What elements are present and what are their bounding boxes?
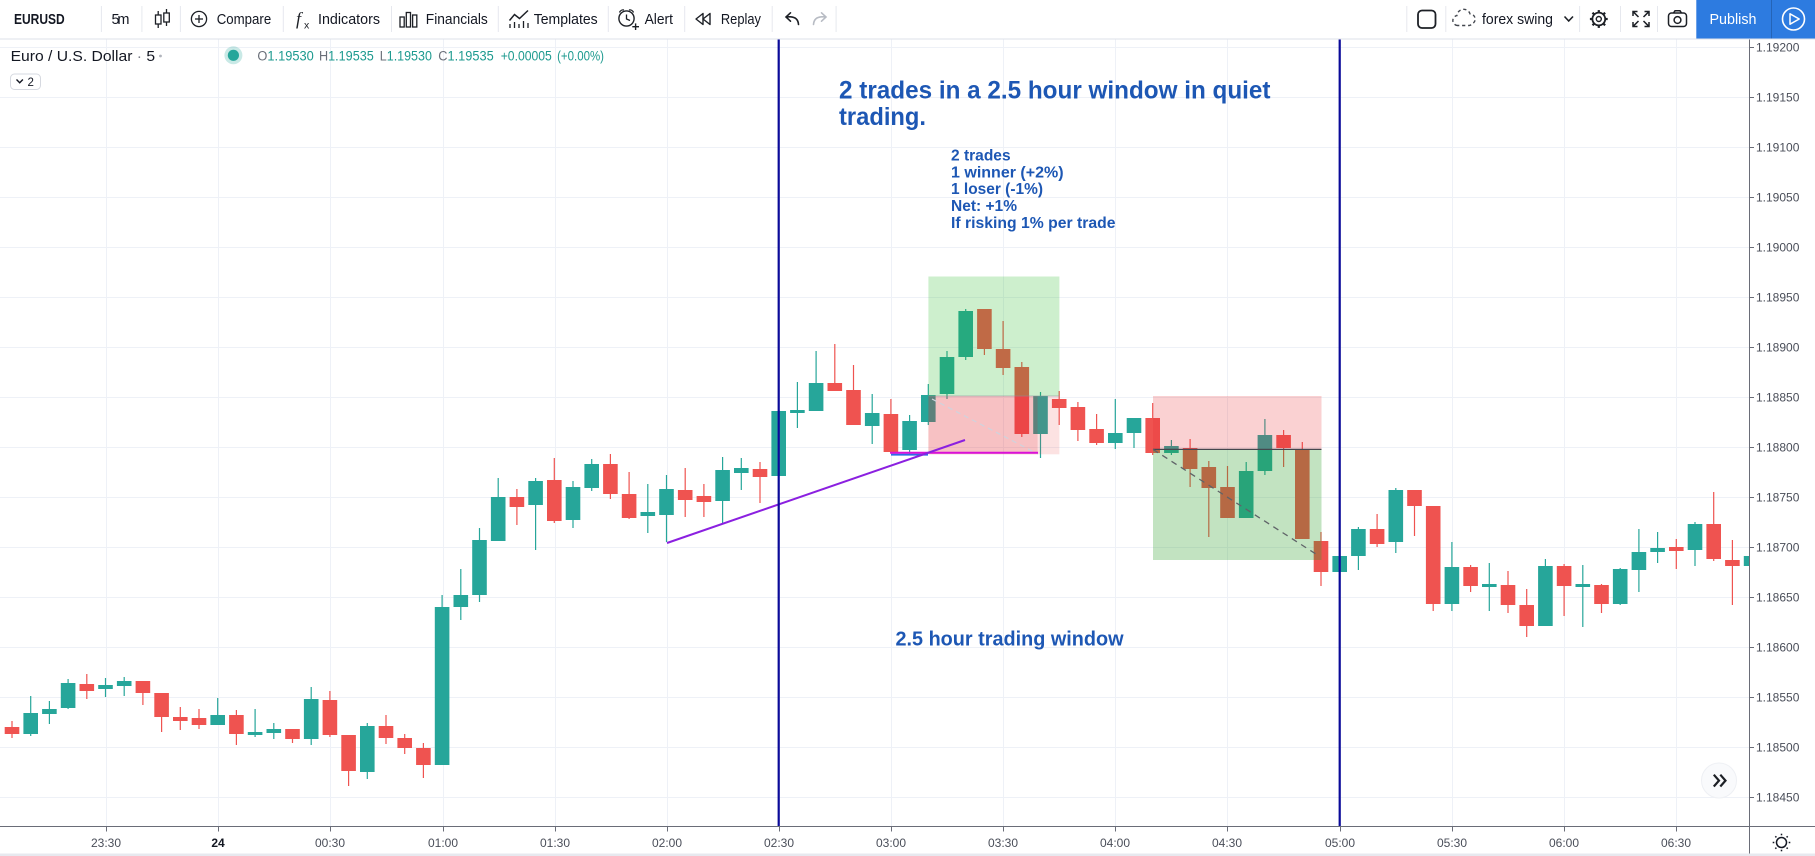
- svg-text:04:00: 04:00: [1100, 836, 1130, 850]
- svg-text:01:00: 01:00: [428, 836, 458, 850]
- svg-text:Net: +1%: Net: +1%: [951, 198, 1017, 215]
- svg-text:05:30: 05:30: [1437, 836, 1467, 850]
- svg-text:1.18800: 1.18800: [1756, 441, 1800, 455]
- svg-text:O1.19530: O1.19530: [257, 48, 313, 63]
- svg-text:EURUSD: EURUSD: [14, 12, 65, 28]
- svg-text:2: 2: [28, 77, 34, 89]
- svg-text:1.18650: 1.18650: [1756, 591, 1800, 605]
- svg-text:06:00: 06:00: [1549, 836, 1579, 850]
- svg-text:1.18500: 1.18500: [1756, 741, 1800, 755]
- svg-text:1.18750: 1.18750: [1756, 491, 1800, 505]
- svg-text:If risking 1% per trade: If risking 1% per trade: [951, 215, 1116, 232]
- svg-text:23:30: 23:30: [91, 836, 121, 850]
- svg-text:Financials: Financials: [426, 12, 488, 28]
- svg-text:02:00: 02:00: [652, 836, 682, 850]
- svg-text:1.19100: 1.19100: [1756, 141, 1800, 155]
- svg-text:L1.19530: L1.19530: [380, 48, 432, 63]
- svg-text:f: f: [296, 9, 304, 29]
- svg-text:2 trades in a 2.5 hour window: 2 trades in a 2.5 hour window in quiet: [839, 76, 1271, 104]
- svg-text:24: 24: [211, 836, 225, 850]
- svg-text:03:00: 03:00: [876, 836, 906, 850]
- svg-text:2.5 hour trading window: 2.5 hour trading window: [896, 627, 1124, 650]
- svg-text:1.18600: 1.18600: [1756, 641, 1800, 655]
- svg-text:Replay: Replay: [721, 12, 762, 28]
- svg-text:Euro / U.S. Dollar · 5: Euro / U.S. Dollar · 5: [11, 49, 156, 65]
- svg-text:Templates: Templates: [534, 12, 598, 28]
- svg-text:x: x: [304, 20, 310, 32]
- svg-text:06:30: 06:30: [1661, 836, 1691, 850]
- svg-text:03:30: 03:30: [988, 836, 1018, 850]
- svg-text:1.18850: 1.18850: [1756, 391, 1800, 405]
- svg-text:04:30: 04:30: [1212, 836, 1242, 850]
- svg-text:05:00: 05:00: [1325, 836, 1355, 850]
- svg-text:Compare: Compare: [217, 12, 272, 28]
- svg-text:(+0.00%): (+0.00%): [557, 48, 604, 63]
- svg-text:Publish: Publish: [1710, 12, 1757, 28]
- svg-text:2 trades: 2 trades: [951, 148, 1011, 165]
- svg-text:1.19150: 1.19150: [1756, 91, 1800, 105]
- svg-text:H1.19535: H1.19535: [319, 48, 374, 63]
- svg-text:1.19200: 1.19200: [1756, 41, 1800, 55]
- svg-text:1 winner (+2%): 1 winner (+2%): [951, 164, 1064, 181]
- svg-text:Alert: Alert: [645, 12, 673, 28]
- svg-text:+0.00005: +0.00005: [501, 48, 552, 63]
- svg-text:02:30: 02:30: [764, 836, 794, 850]
- svg-text:1.18550: 1.18550: [1756, 691, 1800, 705]
- svg-text:C1.19535: C1.19535: [438, 48, 493, 63]
- svg-text:1.19000: 1.19000: [1756, 241, 1800, 255]
- svg-text:1.18700: 1.18700: [1756, 541, 1800, 555]
- svg-text:1.19050: 1.19050: [1756, 191, 1800, 205]
- svg-text:01:30: 01:30: [540, 836, 570, 850]
- svg-text:5m: 5m: [112, 12, 130, 28]
- svg-text:1 loser (-1%): 1 loser (-1%): [951, 181, 1043, 198]
- svg-text:1.18950: 1.18950: [1756, 291, 1800, 305]
- svg-text:trading.: trading.: [839, 103, 926, 131]
- svg-text:1.18450: 1.18450: [1756, 791, 1800, 805]
- svg-text:forex swing: forex swing: [1482, 12, 1553, 28]
- svg-text:00:30: 00:30: [315, 836, 345, 850]
- svg-text:Indicators: Indicators: [318, 12, 380, 28]
- svg-text:1.18900: 1.18900: [1756, 341, 1800, 355]
